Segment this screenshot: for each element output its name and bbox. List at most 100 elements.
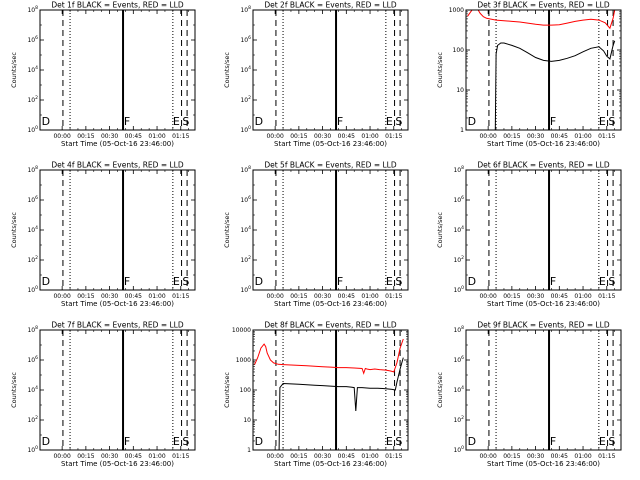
y-tick-label: 10 — [243, 417, 251, 424]
x-tick-label: 01:15 — [172, 133, 189, 140]
x-tick-label: 00:15 — [503, 293, 520, 300]
x-tick-label: 00:00 — [53, 293, 70, 300]
panel-title: Det 6f BLACK = Events, RED = LLD — [477, 161, 610, 170]
y-tick-label: 100 — [453, 285, 464, 294]
y-tick-label: 1000 — [449, 7, 464, 14]
x-tick-label: 01:00 — [148, 453, 165, 460]
marker-label-F: F — [550, 435, 556, 448]
marker-label-F: F — [124, 275, 130, 288]
x-tick-label: 00:30 — [101, 133, 118, 140]
marker-label-E: E — [599, 435, 606, 448]
marker-label-F: F — [124, 435, 130, 448]
marker-label-D: D — [255, 435, 263, 448]
marker-label-E: E — [173, 435, 180, 448]
y-tick-label: 104 — [240, 225, 251, 234]
y-tick-label: 100 — [240, 387, 252, 394]
y-axis-label: Counts/sec — [10, 52, 18, 88]
panel-title: Det 5f BLACK = Events, RED = LLD — [264, 161, 397, 170]
y-tick-label: 102 — [240, 95, 251, 104]
x-tick-label: 00:30 — [101, 293, 118, 300]
lld-series-line — [254, 338, 404, 375]
y-tick-label: 106 — [27, 35, 38, 44]
y-tick-label: 1000 — [236, 357, 251, 364]
x-tick-label: 00:45 — [551, 453, 568, 460]
x-tick-label: 01:15 — [385, 293, 402, 300]
x-tick-label: 01:00 — [361, 453, 378, 460]
x-tick-label: 01:00 — [574, 133, 591, 140]
plot-frame — [252, 169, 409, 291]
marker-label-F: F — [550, 275, 556, 288]
x-tick-label: 01:15 — [385, 133, 402, 140]
x-tick-label: 00:00 — [479, 133, 496, 140]
y-tick-label: 104 — [27, 65, 38, 74]
plot-frame — [39, 169, 196, 291]
panel-title: Det 1f BLACK = Events, RED = LLD — [51, 1, 184, 10]
x-axis-label: Start Time (05-Oct-16 23:46:00) — [274, 140, 387, 148]
marker-label-S: S — [182, 275, 189, 288]
x-tick-label: 00:15 — [77, 453, 94, 460]
x-tick-label: 00:45 — [125, 133, 142, 140]
marker-label-D: D — [255, 275, 263, 288]
panel-det-3: Det 3f BLACK = Events, RED = LLD 1 10 100 10… — [436, 1, 622, 148]
x-tick-label: 00:00 — [266, 453, 283, 460]
events-series-line — [494, 40, 616, 130]
y-tick-label: 102 — [240, 255, 251, 264]
plot-frame — [465, 9, 622, 131]
plot-frame — [465, 169, 622, 291]
y-tick-label: 104 — [453, 225, 464, 234]
y-axis-label: Counts/sec — [436, 52, 444, 88]
x-tick-label: 00:30 — [527, 133, 544, 140]
y-tick-label: 108 — [27, 165, 38, 174]
y-axis-label: Counts/sec — [436, 212, 444, 248]
panel-det-1: Det 1f BLACK = Events, RED = LLD 100 102 10… — [10, 1, 196, 148]
y-tick-label: 100 — [240, 125, 251, 134]
x-tick-label: 00:15 — [503, 453, 520, 460]
y-tick-label: 100 — [453, 445, 464, 454]
marker-label-D: D — [42, 275, 50, 288]
x-tick-label: 00:00 — [479, 453, 496, 460]
marker-label-S: S — [608, 115, 615, 128]
x-tick-label: 00:00 — [266, 293, 283, 300]
y-axis-label: Counts/sec — [436, 372, 444, 408]
panel-det-2: Det 2f BLACK = Events, RED = LLD 100 102 10… — [223, 1, 409, 148]
y-tick-label: 106 — [27, 355, 38, 364]
x-tick-label: 01:00 — [361, 293, 378, 300]
marker-label-D: D — [468, 115, 476, 128]
y-tick-label: 106 — [27, 195, 38, 204]
y-tick-label: 104 — [27, 385, 38, 394]
panel-det-7: Det 7f BLACK = Events, RED = LLD 100 102 10… — [10, 321, 196, 468]
x-tick-label: 01:00 — [574, 453, 591, 460]
x-tick-label: 00:45 — [338, 293, 355, 300]
x-tick-label: 00:00 — [479, 293, 496, 300]
x-axis-label: Start Time (05-Oct-16 23:46:00) — [274, 300, 387, 308]
panel-title: Det 3f BLACK = Events, RED = LLD — [477, 1, 610, 10]
panel-title: Det 7f BLACK = Events, RED = LLD — [51, 321, 184, 330]
plot-frame — [252, 9, 409, 131]
x-tick-label: 00:45 — [125, 293, 142, 300]
y-tick-label: 100 — [27, 285, 38, 294]
marker-label-F: F — [337, 275, 343, 288]
marker-label-S: S — [395, 435, 402, 448]
panel-title: Det 9f BLACK = Events, RED = LLD — [477, 321, 610, 330]
x-tick-label: 00:45 — [551, 133, 568, 140]
x-tick-label: 00:15 — [290, 133, 307, 140]
plot-frame — [39, 329, 196, 451]
y-tick-label: 108 — [240, 165, 251, 174]
x-tick-label: 01:15 — [598, 453, 615, 460]
marker-label-F: F — [337, 115, 343, 128]
y-axis-label: Counts/sec — [223, 52, 231, 88]
y-axis-label: Counts/sec — [223, 372, 231, 408]
marker-label-S: S — [608, 275, 615, 288]
x-tick-label: 00:15 — [503, 133, 520, 140]
panel-title: Det 2f BLACK = Events, RED = LLD — [264, 1, 397, 10]
y-tick-label: 108 — [453, 325, 464, 334]
x-tick-label: 00:45 — [338, 453, 355, 460]
marker-label-S: S — [395, 115, 402, 128]
x-tick-label: 00:00 — [53, 453, 70, 460]
x-axis-label: Start Time (05-Oct-16 23:46:00) — [487, 300, 600, 308]
marker-label-E: E — [386, 115, 393, 128]
x-tick-label: 00:15 — [290, 453, 307, 460]
panel-det-4: Det 4f BLACK = Events, RED = LLD 100 102 10… — [10, 161, 196, 308]
y-tick-label: 100 — [27, 445, 38, 454]
